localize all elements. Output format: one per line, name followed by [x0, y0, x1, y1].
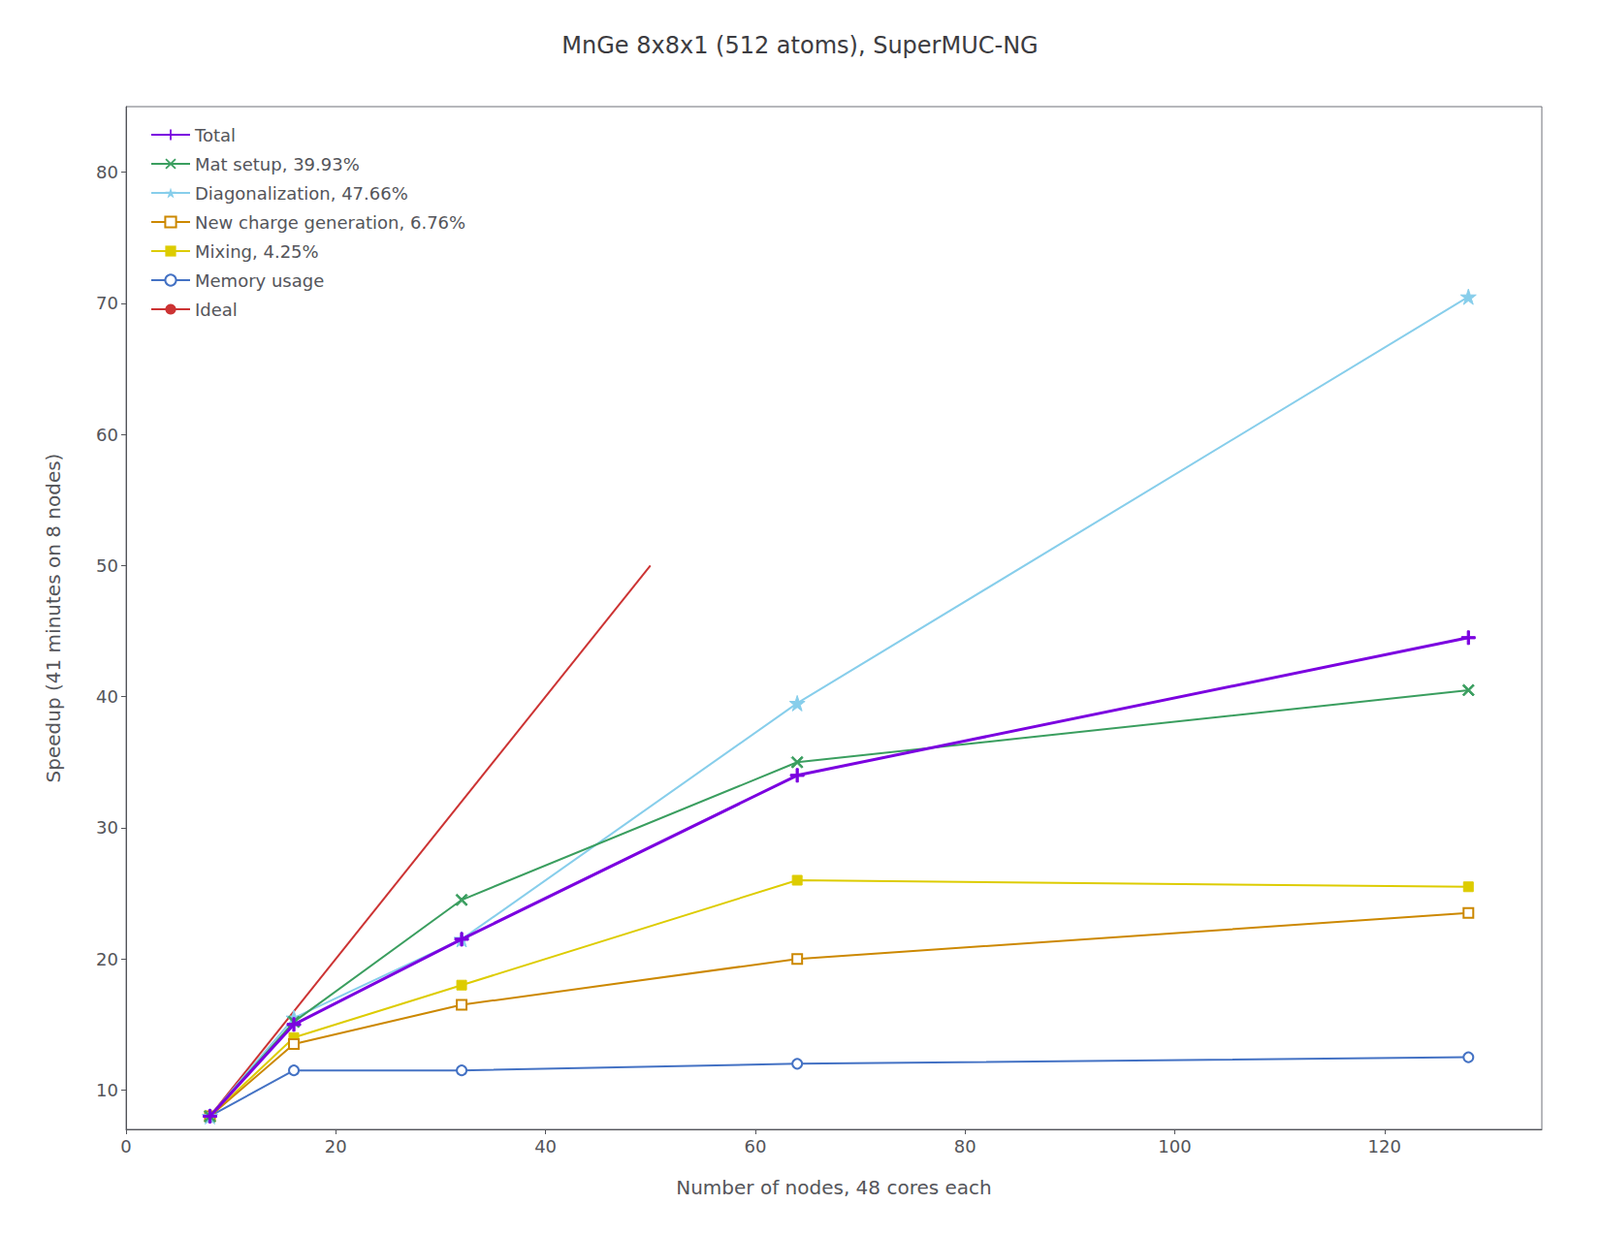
- svg-text:70: 70: [96, 292, 119, 314]
- svg-text:50: 50: [96, 555, 119, 576]
- svg-text:10: 10: [96, 1080, 119, 1101]
- svg-text:80: 80: [954, 1136, 977, 1157]
- svg-text:Diagonalization, 47.66%: Diagonalization, 47.66%: [194, 183, 409, 204]
- svg-text:Total: Total: [193, 125, 236, 146]
- svg-text:Ideal: Ideal: [194, 299, 238, 320]
- svg-text:100: 100: [1157, 1136, 1191, 1157]
- svg-text:Mat setup, 39.93%: Mat setup, 39.93%: [194, 154, 360, 175]
- svg-text:40: 40: [96, 686, 119, 707]
- svg-text:120: 120: [1368, 1136, 1402, 1157]
- svg-text:20: 20: [96, 949, 119, 970]
- svg-text:60: 60: [743, 1136, 767, 1157]
- svg-text:20: 20: [324, 1136, 348, 1157]
- svg-text:60: 60: [96, 424, 119, 446]
- svg-text:MnGe 8x8x1 (512 atoms), SuperM: MnGe 8x8x1 (512 atoms), SuperMUC-NG: [561, 32, 1038, 60]
- svg-text:Memory usage: Memory usage: [194, 270, 324, 291]
- svg-text:Number of nodes, 48 cores each: Number of nodes, 48 cores each: [675, 1176, 992, 1200]
- svg-text:Speedup (41 minutes on 8 nodes: Speedup (41 minutes on 8 nodes): [41, 453, 65, 784]
- svg-text:30: 30: [96, 817, 119, 838]
- svg-text:80: 80: [96, 161, 119, 183]
- svg-text:Mixing, 4.25%: Mixing, 4.25%: [194, 241, 320, 262]
- svg-text:0: 0: [120, 1136, 131, 1157]
- svg-text:New charge generation, 6.76%: New charge generation, 6.76%: [194, 212, 466, 233]
- svg-text:40: 40: [534, 1136, 557, 1157]
